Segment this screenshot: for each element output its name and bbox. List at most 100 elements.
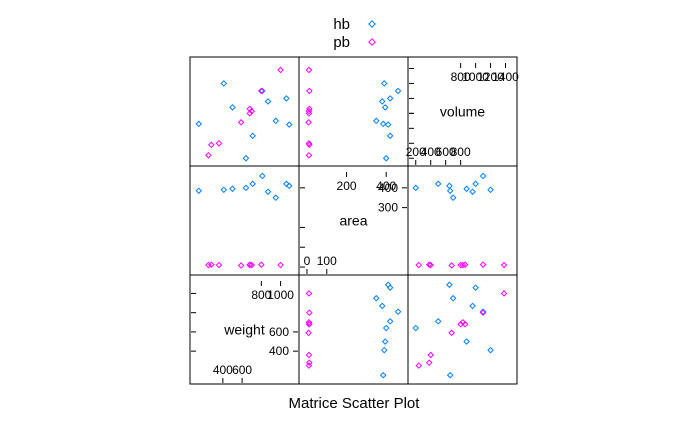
tick-label: 1000 <box>267 288 294 302</box>
data-point-hb <box>264 188 272 196</box>
data-point-pb <box>306 359 313 366</box>
data-point-hb <box>449 294 457 302</box>
data-point-hb <box>382 324 390 332</box>
data-point-hb <box>283 180 290 188</box>
data-point-hb <box>434 318 442 325</box>
data-point-pb <box>425 261 433 268</box>
data-point-pb <box>208 261 215 268</box>
data-point-hb <box>379 371 387 379</box>
panel-0-0 <box>189 56 300 167</box>
data-point-pb <box>246 105 254 113</box>
data-point-hb <box>412 184 420 192</box>
data-point-hb <box>446 281 453 289</box>
data-point-hb <box>242 184 250 192</box>
data-point-pb <box>306 105 313 113</box>
data-point-hb <box>394 308 402 316</box>
data-point-hb <box>285 121 293 128</box>
data-point-hb <box>446 182 453 190</box>
tick-label: 1400 <box>492 70 519 84</box>
data-point-hb <box>283 95 290 102</box>
data-point-hb <box>472 284 479 291</box>
tick-label: 400 <box>269 344 289 358</box>
panel-1-0 <box>189 165 300 276</box>
data-point-pb <box>306 87 313 95</box>
data-point-pb <box>305 318 313 326</box>
data-point-hb <box>378 98 386 105</box>
data-point-pb <box>277 261 284 269</box>
data-point-pb <box>459 261 467 269</box>
tick-label: 200 <box>337 179 357 193</box>
data-point-hb <box>394 87 402 95</box>
legend-label-hb: hb <box>333 16 350 33</box>
tick-label: 800 <box>451 145 471 159</box>
panel-border <box>407 165 518 276</box>
data-point-hb <box>380 346 388 354</box>
data-point-pb <box>205 151 212 159</box>
panel-border <box>298 274 409 385</box>
data-point-pb <box>305 351 313 359</box>
tick-label: 300 <box>378 201 398 215</box>
data-point-pb <box>248 261 256 269</box>
data-point-hb <box>463 185 470 193</box>
chart-title: Matrice Scatter Plot <box>289 395 421 412</box>
data-point-pb <box>258 87 265 95</box>
panel-border <box>189 165 300 276</box>
data-point-hb <box>195 187 203 195</box>
data-point-pb <box>479 261 487 268</box>
data-point-hb <box>446 187 454 195</box>
data-point-hb <box>272 117 280 125</box>
data-point-hb <box>258 172 266 180</box>
data-point-pb <box>479 309 487 316</box>
tick-label: 200 <box>406 145 426 159</box>
data-point-hb <box>449 194 457 202</box>
data-point-pb <box>461 320 469 328</box>
tick-label: 400 <box>421 145 441 159</box>
data-point-hb <box>381 338 389 345</box>
tick-label: 400 <box>213 363 233 377</box>
data-point-pb <box>427 351 435 359</box>
data-point-hb <box>220 186 228 194</box>
data-point-hb <box>386 318 394 325</box>
diagonal-label-area: area <box>339 213 367 229</box>
data-point-pb <box>237 262 245 269</box>
data-point-pb <box>457 320 464 328</box>
data-point-pb <box>305 119 312 126</box>
legend-marker-hb <box>368 20 376 28</box>
legend-marker-pb <box>368 38 376 46</box>
tick-label: 600 <box>232 363 252 377</box>
data-point-hb <box>463 338 470 345</box>
tick-label: 600 <box>436 145 456 159</box>
data-point-pb <box>215 139 223 147</box>
data-point-pb <box>246 110 254 117</box>
data-point-hb <box>372 294 380 302</box>
data-point-pb <box>500 290 508 297</box>
data-point-hb <box>382 154 390 162</box>
data-point-pb <box>305 139 313 147</box>
data-point-hb <box>479 172 487 180</box>
data-point-pb <box>215 261 223 269</box>
data-point-hb <box>229 185 236 193</box>
panel-1-2 <box>407 165 518 276</box>
diagonal-label-volume: volume <box>440 104 485 120</box>
data-point-hb <box>446 371 454 379</box>
data-point-pb <box>305 329 312 337</box>
tick-label: 1000 <box>462 70 489 84</box>
panel-2-2 <box>407 274 518 385</box>
diagonal-label-weight: weight <box>223 322 265 338</box>
data-point-pb <box>237 119 245 126</box>
tick-label: 0 <box>304 254 311 268</box>
data-point-hb <box>378 302 386 310</box>
panel-border <box>189 56 300 167</box>
tick-label: 400 <box>378 181 398 195</box>
data-point-hb <box>386 132 394 140</box>
data-point-pb <box>306 309 313 316</box>
data-point-hb <box>381 104 389 111</box>
data-point-pb <box>258 261 265 268</box>
data-point-pb <box>448 329 455 337</box>
data-point-hb <box>386 95 394 102</box>
